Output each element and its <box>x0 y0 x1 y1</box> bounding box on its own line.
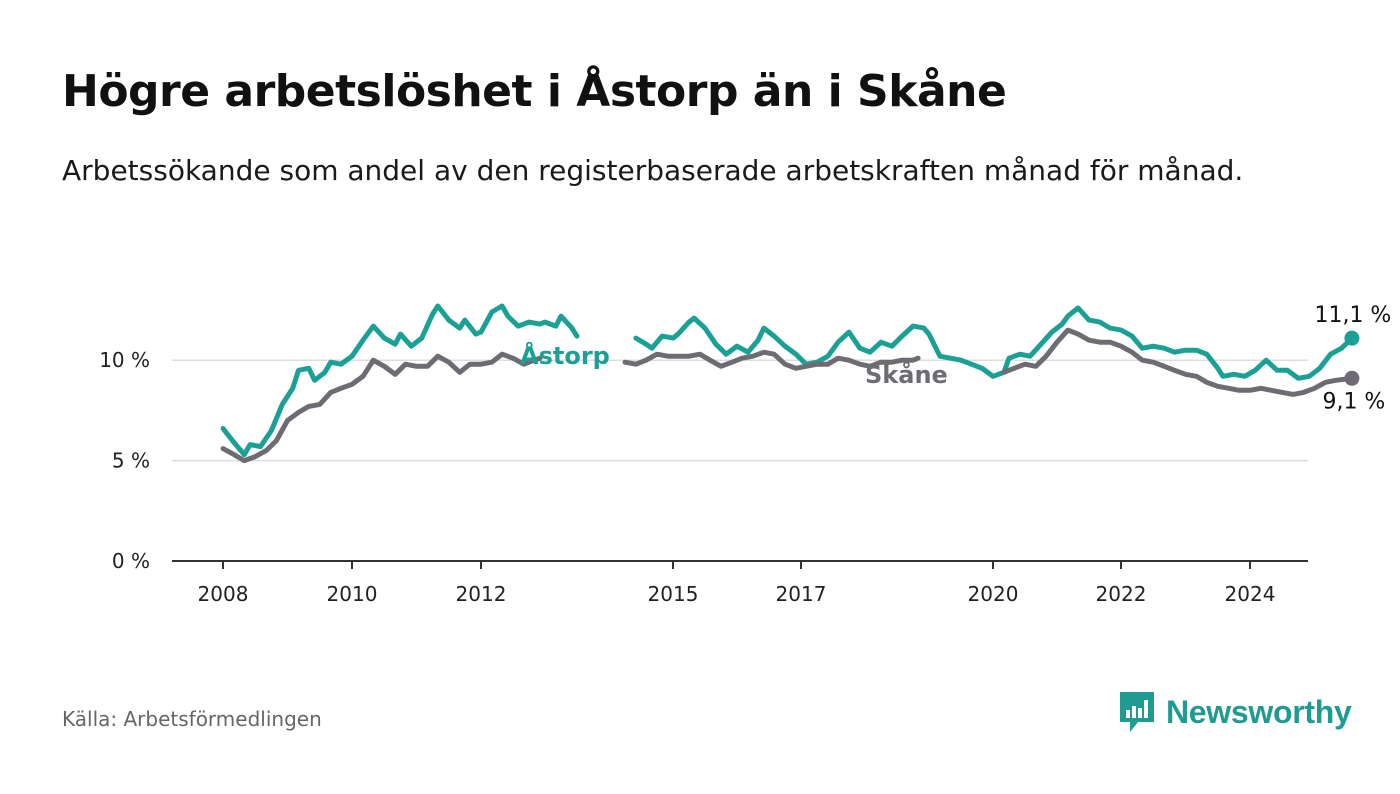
x-tick-label: 2012 <box>456 582 507 606</box>
source-note: Källa: Arbetsförmedlingen <box>62 707 322 731</box>
astorp-end-point <box>1344 330 1360 346</box>
x-tick-label: 2010 <box>327 582 378 606</box>
x-tick-label: 2008 <box>198 582 249 606</box>
x-tick-label: 2020 <box>968 582 1019 606</box>
astorp-series-label: Åstorp <box>520 341 610 370</box>
brand-name: Newsworthy <box>1166 693 1352 730</box>
y-tick-label: 5 % <box>112 449 150 473</box>
x-tick-label: 2024 <box>1225 582 1276 606</box>
series-labels: 11,1 % 9,1 % Åstorp Skåne <box>520 303 1391 414</box>
astorp-series-line <box>633 305 1355 381</box>
newsworthy-icon <box>1120 692 1154 732</box>
astorp-end-label: 11,1 % <box>1314 303 1391 328</box>
skane-series-line <box>1001 327 1355 397</box>
chart-title: Högre arbetslöshet i Åstorp än i Skåne <box>62 66 1007 117</box>
skane-end-point <box>1344 370 1360 386</box>
newsworthy-logo: Newsworthy <box>1118 690 1352 734</box>
y-axis-ticks: 0 % 5 % 10 % <box>99 348 150 573</box>
skane-series-line <box>622 349 921 371</box>
x-tick-label: 2015 <box>648 582 699 606</box>
skane-end-label: 9,1 % <box>1322 389 1385 414</box>
y-tick-label: 0 % <box>112 549 150 573</box>
skane-series-label: Skåne <box>865 360 948 389</box>
x-tick-label: 2017 <box>776 582 827 606</box>
x-axis-ticks: 2008 2010 2012 2015 2017 2020 2022 2024 <box>198 561 1276 606</box>
chart-subtitle: Arbetssökande som andel av den registerb… <box>62 154 1244 187</box>
y-tick-label: 10 % <box>99 348 150 372</box>
series-lines <box>220 303 1360 464</box>
astorp-series-line <box>220 303 580 458</box>
x-tick-label: 2022 <box>1096 582 1147 606</box>
skane-series-line <box>220 351 543 464</box>
